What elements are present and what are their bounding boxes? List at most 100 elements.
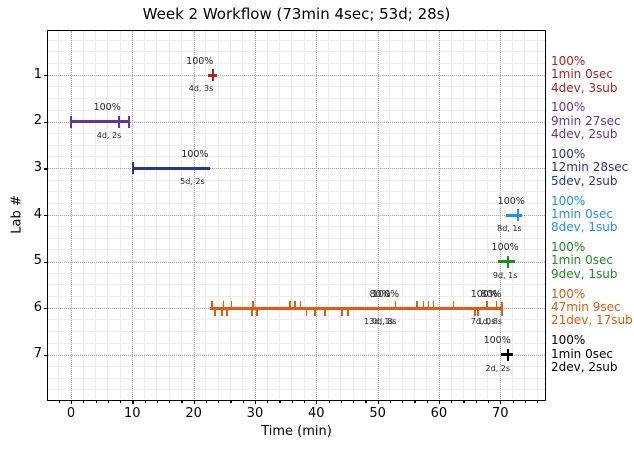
segment-endpoint-tick [128, 115, 131, 128]
lab-summary: 100% 12min 28sec 5dev, 2sub [551, 147, 628, 188]
x-minor-tick [512, 400, 514, 403]
dev-event-tick [485, 300, 488, 308]
lab-summary: 100% 47min 9sec 21dev, 17sub [551, 286, 633, 328]
x-axis-label: Time (min) [261, 424, 332, 439]
gridline-minor-horizontal [48, 63, 545, 65]
x-tick-label: 10 [124, 406, 141, 421]
sub-event-tick [474, 308, 476, 316]
x-minor-tick [414, 400, 416, 403]
score-annotation: 100% [470, 288, 498, 300]
summary-score: 100% [551, 53, 586, 68]
x-minor-tick [451, 400, 453, 403]
x-minor-tick [156, 400, 159, 403]
lab-segment [132, 166, 210, 170]
lab-segment [498, 260, 515, 264]
segment-annotation: 1d, 8s [477, 317, 503, 327]
sub-event-tick [477, 308, 479, 316]
chart-title: Week 2 Workflow (73min 4sec; 53d; 28s) [142, 5, 451, 23]
x-minor-tick [279, 400, 281, 403]
x-minor-tick [205, 400, 208, 403]
summary-score: 100% [551, 193, 586, 208]
summary-time: 1min 0sec [551, 253, 613, 268]
y-axis-label: Lab # [9, 195, 25, 234]
gridline-minor-horizontal [48, 272, 545, 274]
lab-summary: 100% 1min 0sec 9dev, 1sub [551, 240, 617, 281]
gridline-minor-horizontal [48, 132, 545, 134]
x-minor-tick [218, 400, 220, 403]
sub-event-tick [305, 308, 308, 316]
dev-event-tick [230, 300, 233, 308]
sub-event-tick [214, 308, 216, 316]
y-tick-label: 6 [33, 299, 42, 315]
dev-event-tick [289, 300, 291, 308]
y-tick-label: 2 [33, 113, 42, 129]
y-tick [44, 261, 48, 263]
gridline-minor-horizontal [48, 389, 545, 391]
y-tick [44, 121, 48, 124]
dev-event-tick [211, 300, 213, 308]
segment-annotation: 0d, 8s [372, 317, 397, 327]
y-tick [44, 308, 48, 310]
x-tick [254, 400, 257, 404]
summary-time: 9min 27sec [551, 113, 621, 128]
x-minor-tick [181, 400, 183, 403]
y-tick-label: 5 [33, 253, 42, 269]
gridline-major-horizontal [48, 121, 545, 123]
segment-endpoint-tick [517, 209, 520, 221]
y-tick-label: 3 [33, 159, 42, 175]
x-minor-tick [230, 400, 232, 403]
gridline-minor-horizontal [48, 98, 545, 100]
sub-event-tick [255, 308, 258, 316]
gridline-minor-horizontal [48, 365, 545, 367]
summary-counts: 8dev, 1sub [551, 220, 618, 235]
x-minor-tick [426, 400, 428, 403]
x-minor-tick [291, 400, 293, 403]
sub-event-tick [501, 308, 503, 316]
score-annotation: 100% [371, 288, 400, 300]
x-tick [193, 400, 195, 404]
x-minor-tick [328, 400, 330, 403]
sub-event-tick [347, 308, 349, 316]
x-minor-tick [365, 400, 367, 403]
gridline-major-horizontal [48, 75, 545, 77]
x-minor-tick [107, 400, 109, 403]
sub-event-tick [221, 308, 223, 316]
gridline-minor-horizontal [48, 226, 545, 228]
summary-score: 100% [551, 286, 586, 301]
gridline-major-horizontal [48, 354, 545, 356]
x-tick [377, 400, 379, 404]
y-tick-label: 7 [33, 346, 42, 362]
gridline-major-horizontal [48, 261, 545, 263]
segment-endpoint-tick [118, 115, 121, 128]
score-annotation: 80% [369, 288, 391, 300]
segment-endpoint-tick [506, 348, 509, 361]
x-minor-tick [353, 400, 355, 403]
x-minor-tick [304, 400, 306, 403]
x-minor-tick [95, 400, 97, 403]
segment-annotation: 7d, 0s [470, 317, 496, 327]
segment-endpoint-tick [501, 302, 504, 315]
lab-segment [505, 213, 523, 217]
summary-counts: 5dev, 2sub [551, 173, 618, 188]
dev-event-tick [252, 300, 254, 308]
x-tick-label: 40 [307, 406, 325, 421]
x-minor-tick [83, 400, 85, 403]
x-minor-tick [537, 400, 539, 403]
x-minor-tick [242, 400, 244, 403]
x-tick-label: 20 [185, 406, 202, 421]
x-minor-tick [475, 400, 477, 403]
summary-score: 100% [551, 333, 586, 348]
dev-event-tick [432, 300, 435, 308]
score-annotation: 100% [483, 335, 511, 347]
gridline-major-horizontal [48, 168, 545, 170]
x-minor-tick [524, 400, 526, 403]
gridline-minor-horizontal [48, 237, 545, 239]
sub-event-tick [314, 308, 316, 316]
gridline-major-horizontal [48, 215, 545, 216]
x-tick-label: 70 [491, 406, 509, 421]
dev-event-tick [416, 300, 418, 308]
summary-counts: 4dev, 3sub [551, 80, 618, 95]
y-tick [44, 215, 48, 217]
x-minor-tick [340, 400, 342, 403]
dev-event-tick [394, 300, 397, 308]
